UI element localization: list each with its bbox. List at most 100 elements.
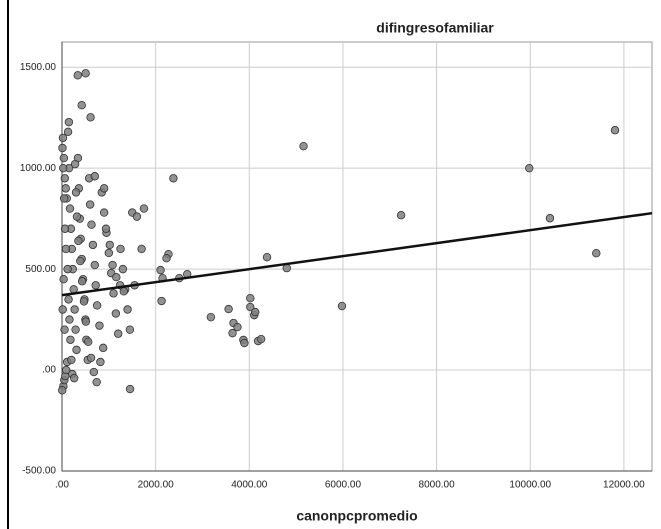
x-tick-label: 8000.00 [419,480,456,491]
point [81,317,91,326]
point [228,328,237,338]
point [85,200,95,209]
point [525,163,534,173]
x-tick-label: 2000.00 [138,480,175,491]
y-tick-label: -500.00 [22,466,56,477]
fit-line [61,211,653,297]
point [123,305,132,314]
point [125,325,135,334]
point [60,325,69,334]
point [95,321,104,330]
point [58,305,67,314]
point [65,315,74,324]
point [67,355,76,365]
point [206,312,216,322]
point [96,357,105,367]
point [73,71,82,80]
point [109,289,118,298]
point [86,353,96,363]
point [104,248,114,258]
point [77,100,86,110]
point [58,143,67,153]
point [60,174,70,183]
point [610,126,620,135]
point [157,296,166,306]
point [99,208,109,217]
point [63,127,73,137]
point [92,377,101,387]
point [84,337,93,346]
point [299,141,308,151]
point [132,212,142,221]
point [77,277,87,286]
point [545,214,555,223]
point [79,297,89,306]
x-tick-label: 10000.00 [509,480,551,491]
point [71,325,80,334]
y-tick-label: 1500.00 [20,62,57,73]
point [119,287,129,296]
y-tick-label: 500.00 [25,264,56,275]
point [66,335,75,344]
point [118,264,128,274]
point [90,260,99,270]
point [81,69,90,78]
point [162,254,171,263]
point [76,256,85,266]
point [63,264,72,274]
point [256,334,266,344]
point [125,384,135,394]
point [99,184,109,193]
point [251,307,260,317]
point [105,240,114,250]
x-tick-label: 12000.00 [603,480,645,491]
point [240,338,249,348]
point [246,302,255,312]
point [108,260,117,270]
point [61,244,71,254]
point [70,305,79,314]
x-axis-label: canonpcpromedio [296,508,417,524]
point [87,220,96,229]
point [61,184,70,193]
point [59,275,68,284]
point [137,244,146,254]
point [224,304,233,314]
chart-title: difingresofamiliar [376,20,494,36]
point [72,345,81,355]
point [233,322,242,332]
point [169,174,178,183]
point [60,224,70,233]
point [246,293,255,303]
point [58,133,68,143]
point [116,244,125,254]
point [62,365,71,375]
point [139,204,149,213]
point [70,159,80,169]
point [88,240,98,250]
point [72,212,82,221]
point [92,301,102,310]
y-tick-label: 1000.00 [20,163,57,174]
x-tick-label: .00 [55,480,69,491]
point [71,188,81,197]
point [113,329,123,338]
point [64,295,73,304]
point [262,253,272,262]
point [101,224,111,233]
point [396,211,406,220]
point [337,301,347,311]
y-tick-label: .00 [42,365,56,376]
point [592,248,601,258]
point [58,386,67,395]
point [64,117,74,127]
point [65,204,75,213]
point [74,236,83,246]
x-tick-label: 6000.00 [325,480,362,491]
point [59,153,69,163]
point [89,367,99,377]
point [99,343,108,353]
point [90,172,99,181]
point [69,373,79,383]
